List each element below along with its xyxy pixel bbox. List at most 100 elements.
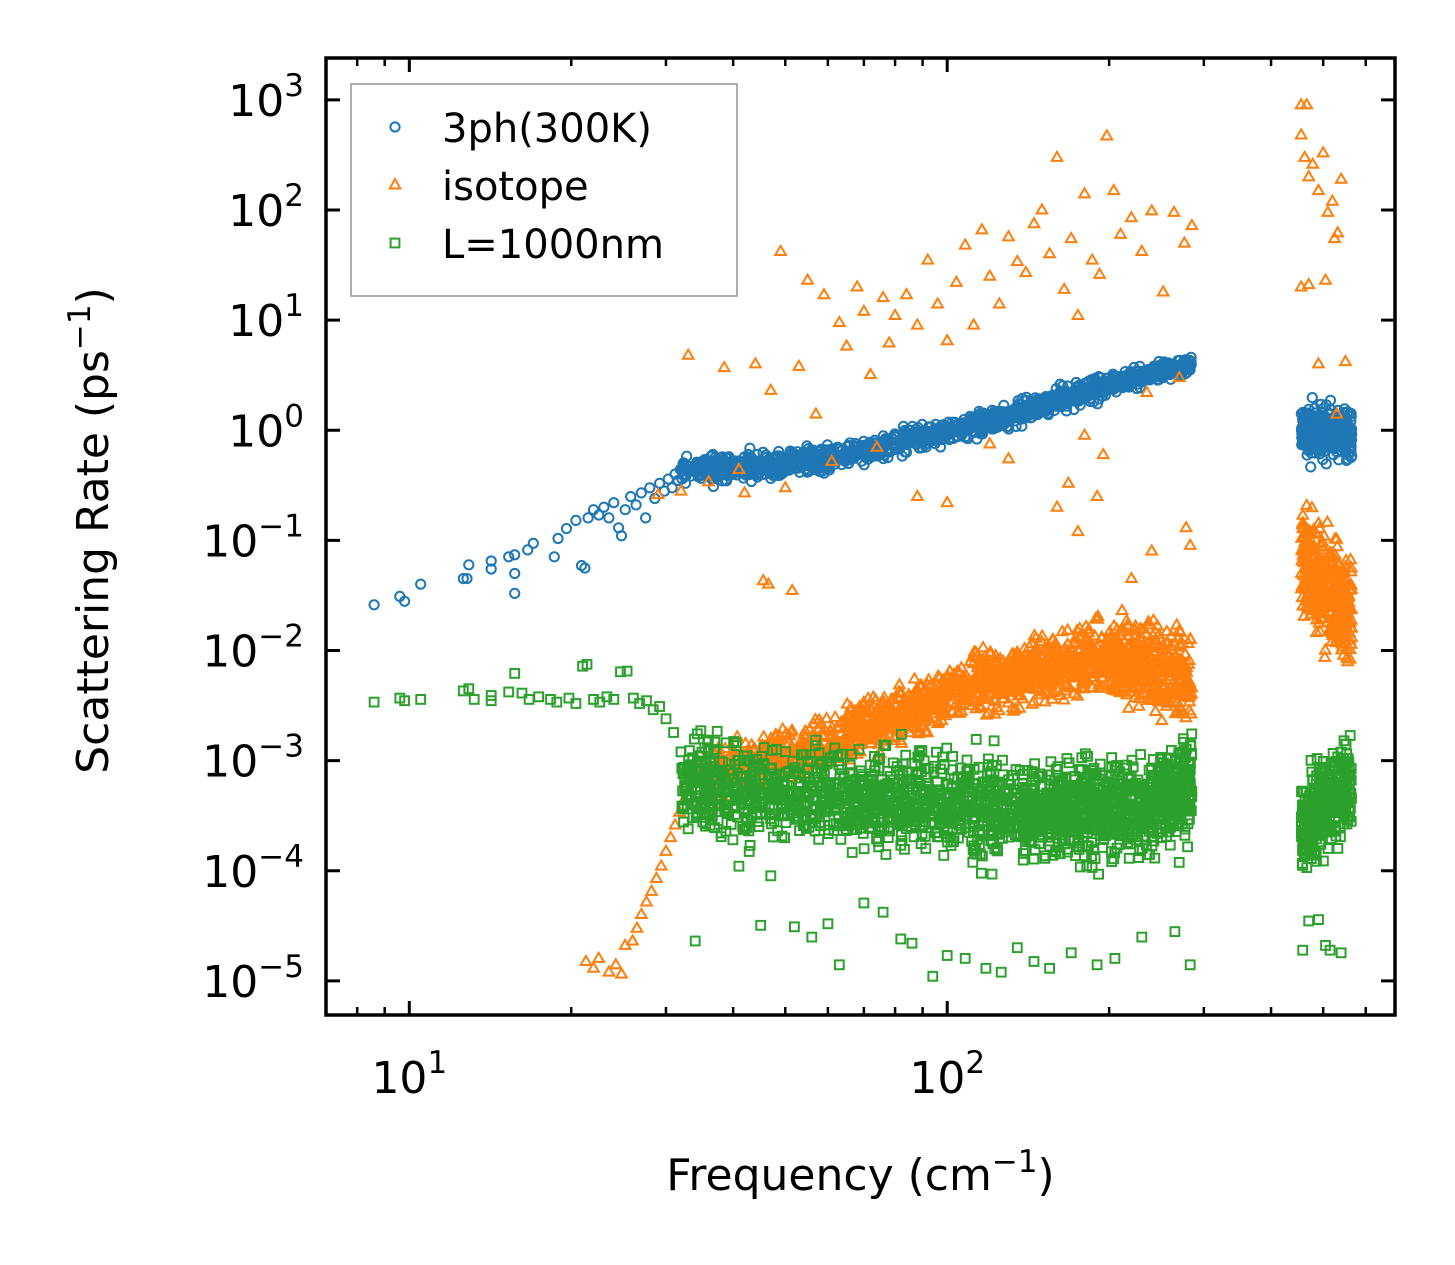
data-point-isotope xyxy=(1311,183,1326,196)
data-point-isotope xyxy=(681,347,696,360)
data-point-isotope xyxy=(1325,193,1340,206)
data-point-l-1000nm xyxy=(835,834,847,845)
data-point-l-1000nm xyxy=(986,868,998,880)
data-point-isotope xyxy=(882,335,897,348)
data-point-3ph-300k xyxy=(986,404,998,416)
data-point-isotope xyxy=(717,360,732,373)
data-point-3ph-300k xyxy=(777,456,790,468)
data-point-isotope xyxy=(1124,570,1139,584)
data-point-3ph-300k xyxy=(803,443,815,455)
data-point-isotope xyxy=(1070,307,1085,321)
data-point-isotope xyxy=(1034,202,1049,215)
data-point-isotope xyxy=(1134,243,1149,256)
data-point-3ph-300k xyxy=(802,455,814,467)
data-point-isotope xyxy=(1090,488,1105,502)
data-point-isotope xyxy=(899,287,914,300)
data-point-3ph-300k xyxy=(740,469,752,481)
data-point-3ph-300k xyxy=(958,425,970,437)
data-point-isotope xyxy=(1092,266,1107,279)
data-point-isotope xyxy=(763,382,778,395)
data-point-isotope xyxy=(940,333,955,346)
data-point-3ph-300k xyxy=(509,549,521,561)
data-point-isotope xyxy=(958,237,973,250)
data-point-isotope xyxy=(644,883,659,896)
data-point-3ph-300k xyxy=(709,460,721,472)
points-layer xyxy=(368,97,1359,982)
data-point-3ph-300k xyxy=(560,523,573,535)
data-point-3ph-300k xyxy=(1080,383,1092,395)
data-point-3ph-300k xyxy=(1031,405,1043,417)
data-point-isotope xyxy=(876,290,891,303)
data-point-isotope xyxy=(658,843,674,856)
data-point-3ph-300k xyxy=(570,514,582,527)
data-point-isotope xyxy=(629,920,645,933)
data-point-isotope xyxy=(1049,149,1065,162)
data-point-3ph-300k xyxy=(809,464,822,476)
data-point-3ph-300k xyxy=(552,532,564,545)
data-point-isotope xyxy=(1144,543,1159,556)
data-point-3ph-300k xyxy=(1075,390,1087,402)
data-point-isotope xyxy=(625,933,640,946)
data-point-isotope xyxy=(976,640,991,653)
data-point-isotope xyxy=(930,296,945,309)
data-point-isotope xyxy=(649,870,664,884)
data-point-l-1000nm xyxy=(970,734,982,745)
data-point-isotope xyxy=(785,583,800,596)
data-point-isotope xyxy=(839,338,854,351)
data-point-isotope xyxy=(1338,354,1353,367)
data-point-3ph-300k xyxy=(783,455,795,467)
data-point-3ph-300k xyxy=(548,551,560,563)
data-point-3ph-300k xyxy=(767,470,779,482)
data-point-isotope xyxy=(1166,204,1182,217)
data-point-isotope xyxy=(1178,520,1194,533)
data-point-isotope xyxy=(832,315,847,328)
data-point-3ph-300k xyxy=(698,455,710,467)
data-point-3ph-300k xyxy=(1015,398,1027,410)
data-point-isotope xyxy=(663,830,678,843)
data-point-3ph-300k xyxy=(509,567,521,580)
data-point-isotope xyxy=(578,953,594,966)
data-point-isotope xyxy=(1320,514,1335,527)
data-point-isotope xyxy=(1114,603,1130,616)
data-point-isotope xyxy=(1297,149,1312,162)
data-point-isotope xyxy=(1010,254,1025,267)
data-point-3ph-300k xyxy=(899,434,912,446)
data-point-3ph-300k xyxy=(608,497,620,509)
data-point-isotope xyxy=(1057,281,1072,294)
data-point-3ph-300k xyxy=(952,424,965,436)
data-point-l-1000nm xyxy=(846,847,858,858)
data-point-3ph-300k xyxy=(1015,404,1027,416)
data-point-isotope xyxy=(737,485,752,498)
data-point-3ph-300k xyxy=(985,422,997,434)
data-point-isotope xyxy=(756,729,771,742)
data-point-isotope xyxy=(1096,447,1111,460)
data-point-isotope xyxy=(982,268,997,281)
data-point-isotope xyxy=(910,488,925,502)
data-point-3ph-300k xyxy=(792,460,804,472)
data-point-3ph-300k xyxy=(959,431,971,443)
data-point-isotope xyxy=(748,356,763,369)
data-point-3ph-300k xyxy=(587,504,600,516)
data-point-3ph-300k xyxy=(635,487,647,499)
data-point-isotope xyxy=(1064,231,1079,244)
data-point-3ph-300k xyxy=(1054,378,1066,390)
data-point-isotope xyxy=(982,436,997,449)
data-point-3ph-300k xyxy=(1007,404,1019,416)
data-point-3ph-300k xyxy=(603,512,615,524)
data-point-3ph-300k xyxy=(640,512,652,524)
data-point-isotope xyxy=(966,317,981,330)
data-point-3ph-300k xyxy=(702,470,714,482)
data-point-l-1000nm xyxy=(938,850,950,861)
data-point-isotope xyxy=(1301,169,1316,182)
data-point-3ph-300k xyxy=(1044,398,1056,410)
data-point-3ph-300k xyxy=(1012,395,1024,407)
data-point-3ph-300k xyxy=(1013,411,1025,423)
data-point-3ph-300k xyxy=(619,504,631,516)
data-point-3ph-300k xyxy=(964,417,977,429)
data-point-3ph-300k xyxy=(1305,461,1317,473)
data-point-isotope xyxy=(1018,265,1033,278)
data-point-3ph-300k xyxy=(716,467,728,479)
data-point-3ph-300k xyxy=(744,442,756,454)
data-point-isotope xyxy=(1327,231,1342,244)
